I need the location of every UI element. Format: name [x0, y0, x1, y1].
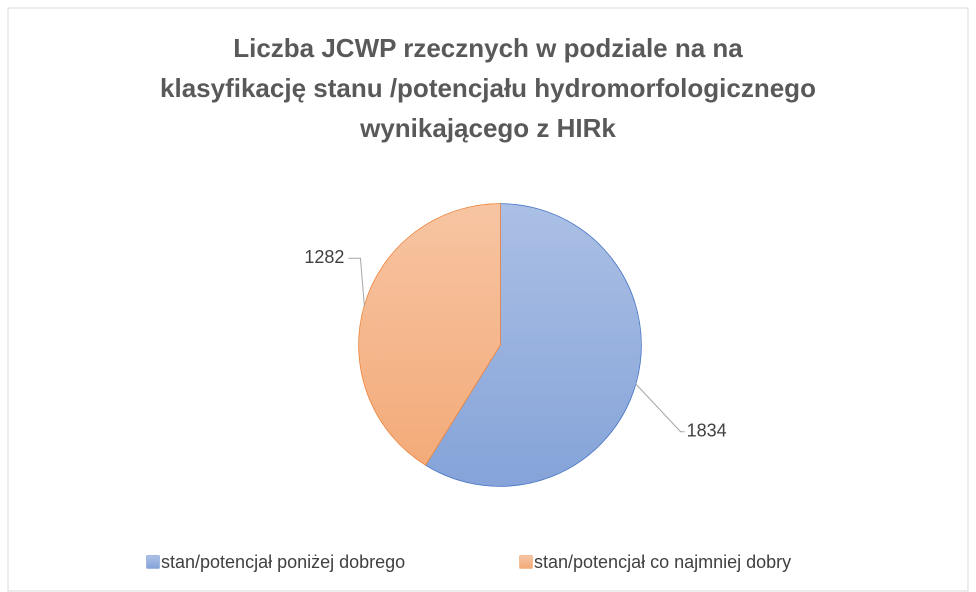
- pie-slice-sheen: [425, 204, 642, 487]
- data-label: 1834: [687, 420, 727, 440]
- leader-line: [348, 257, 365, 307]
- legend-label: stan/potencjał co najmniej dobry: [534, 552, 791, 572]
- data-label: 1282: [304, 247, 344, 267]
- chart-title: Liczba JCWP rzecznych w podziale na na: [233, 33, 743, 63]
- chart-title: klasyfikację stanu /potencjału hydromorf…: [160, 73, 816, 103]
- legend-swatch-sheen: [520, 556, 532, 568]
- pie-slice-sheen: [359, 204, 500, 465]
- legend-swatch-sheen: [147, 556, 159, 568]
- legend-label: stan/potencjał poniżej dobrego: [161, 552, 405, 572]
- leader-line: [635, 383, 685, 433]
- chart-title: wynikającego z HIRk: [359, 113, 616, 143]
